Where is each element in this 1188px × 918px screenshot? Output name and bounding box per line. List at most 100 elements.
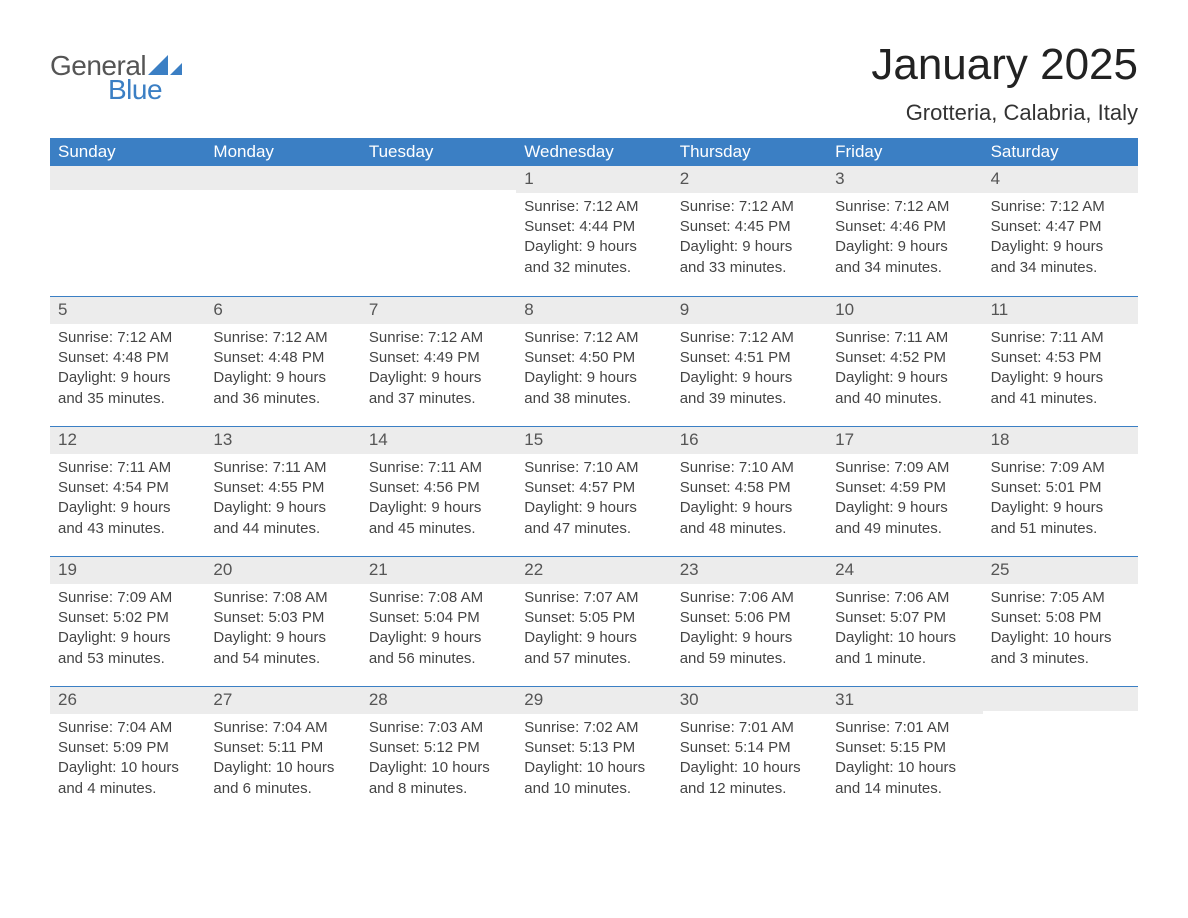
day-cell [205,166,360,296]
day-detail-ss: Sunset: 4:59 PM [835,478,974,498]
day-detail-sr: Sunrise: 7:06 AM [680,588,819,608]
day-detail-ss: Sunset: 4:54 PM [58,478,197,498]
day-detail-d2: and 47 minutes. [524,519,663,539]
day-detail-d1: Daylight: 10 hours [58,758,197,778]
day-cell: 7Sunrise: 7:12 AMSunset: 4:49 PMDaylight… [361,297,516,426]
day-detail-d2: and 14 minutes. [835,779,974,799]
day-detail-sr: Sunrise: 7:09 AM [991,458,1130,478]
day-detail-d2: and 40 minutes. [835,389,974,409]
day-detail-ss: Sunset: 4:51 PM [680,348,819,368]
day-detail-d2: and 3 minutes. [991,649,1130,669]
week-row: 26Sunrise: 7:04 AMSunset: 5:09 PMDayligh… [50,686,1138,816]
day-detail-ss: Sunset: 5:01 PM [991,478,1130,498]
day-detail-d2: and 44 minutes. [213,519,352,539]
day-detail-d2: and 49 minutes. [835,519,974,539]
day-number: 12 [50,427,205,454]
day-detail-ss: Sunset: 5:07 PM [835,608,974,628]
day-detail-d2: and 6 minutes. [213,779,352,799]
day-detail-d2: and 39 minutes. [680,389,819,409]
day-detail-ss: Sunset: 4:45 PM [680,217,819,237]
day-number [983,687,1138,711]
day-cell: 14Sunrise: 7:11 AMSunset: 4:56 PMDayligh… [361,427,516,556]
day-number: 15 [516,427,671,454]
day-cell: 11Sunrise: 7:11 AMSunset: 4:53 PMDayligh… [983,297,1138,426]
day-cell: 31Sunrise: 7:01 AMSunset: 5:15 PMDayligh… [827,687,982,816]
day-detail-d2: and 56 minutes. [369,649,508,669]
day-detail-sr: Sunrise: 7:12 AM [369,328,508,348]
day-cell: 24Sunrise: 7:06 AMSunset: 5:07 PMDayligh… [827,557,982,686]
day-detail-d1: Daylight: 10 hours [835,758,974,778]
day-detail-ss: Sunset: 4:50 PM [524,348,663,368]
dow-cell: Monday [205,138,360,166]
day-of-week-header: SundayMondayTuesdayWednesdayThursdayFrid… [50,138,1138,166]
logo: General Blue [50,40,182,106]
day-detail-d1: Daylight: 10 hours [213,758,352,778]
day-detail-d2: and 54 minutes. [213,649,352,669]
day-detail-sr: Sunrise: 7:04 AM [213,718,352,738]
day-detail-d1: Daylight: 9 hours [213,498,352,518]
day-cell: 23Sunrise: 7:06 AMSunset: 5:06 PMDayligh… [672,557,827,686]
day-detail-sr: Sunrise: 7:09 AM [835,458,974,478]
dow-cell: Tuesday [361,138,516,166]
day-cell: 15Sunrise: 7:10 AMSunset: 4:57 PMDayligh… [516,427,671,556]
day-cell: 19Sunrise: 7:09 AMSunset: 5:02 PMDayligh… [50,557,205,686]
day-detail-d1: Daylight: 10 hours [835,628,974,648]
day-detail-ss: Sunset: 5:08 PM [991,608,1130,628]
day-detail-d2: and 10 minutes. [524,779,663,799]
day-number [361,166,516,190]
day-number: 25 [983,557,1138,584]
day-detail-d1: Daylight: 10 hours [991,628,1130,648]
day-cell: 25Sunrise: 7:05 AMSunset: 5:08 PMDayligh… [983,557,1138,686]
day-number: 26 [50,687,205,714]
day-detail-d2: and 38 minutes. [524,389,663,409]
day-detail-ss: Sunset: 5:11 PM [213,738,352,758]
day-detail-sr: Sunrise: 7:11 AM [58,458,197,478]
day-detail-ss: Sunset: 5:12 PM [369,738,508,758]
day-number: 18 [983,427,1138,454]
day-detail-ss: Sunset: 4:58 PM [680,478,819,498]
day-cell: 2Sunrise: 7:12 AMSunset: 4:45 PMDaylight… [672,166,827,296]
location: Grotteria, Calabria, Italy [871,100,1138,126]
day-cell [50,166,205,296]
day-detail-ss: Sunset: 5:06 PM [680,608,819,628]
calendar: SundayMondayTuesdayWednesdayThursdayFrid… [50,138,1138,816]
day-detail-sr: Sunrise: 7:11 AM [369,458,508,478]
day-detail-d2: and 41 minutes. [991,389,1130,409]
day-detail-d1: Daylight: 9 hours [369,628,508,648]
day-detail-d1: Daylight: 9 hours [991,368,1130,388]
title-block: January 2025 Grotteria, Calabria, Italy [871,40,1138,126]
day-detail-d1: Daylight: 9 hours [991,498,1130,518]
day-number: 17 [827,427,982,454]
day-detail-sr: Sunrise: 7:10 AM [680,458,819,478]
day-cell: 16Sunrise: 7:10 AMSunset: 4:58 PMDayligh… [672,427,827,556]
day-detail-ss: Sunset: 5:09 PM [58,738,197,758]
day-detail-ss: Sunset: 4:56 PM [369,478,508,498]
day-detail-d2: and 35 minutes. [58,389,197,409]
day-detail-d1: Daylight: 10 hours [680,758,819,778]
day-cell: 3Sunrise: 7:12 AMSunset: 4:46 PMDaylight… [827,166,982,296]
day-detail-d2: and 37 minutes. [369,389,508,409]
day-detail-ss: Sunset: 4:49 PM [369,348,508,368]
day-detail-sr: Sunrise: 7:12 AM [680,197,819,217]
day-number: 24 [827,557,982,584]
day-number: 10 [827,297,982,324]
day-detail-ss: Sunset: 4:55 PM [213,478,352,498]
day-cell: 8Sunrise: 7:12 AMSunset: 4:50 PMDaylight… [516,297,671,426]
day-detail-sr: Sunrise: 7:10 AM [524,458,663,478]
day-number [205,166,360,190]
day-cell: 17Sunrise: 7:09 AMSunset: 4:59 PMDayligh… [827,427,982,556]
page-title: January 2025 [871,40,1138,90]
day-detail-d2: and 34 minutes. [835,258,974,278]
day-detail-sr: Sunrise: 7:01 AM [680,718,819,738]
day-number: 27 [205,687,360,714]
day-detail-d1: Daylight: 10 hours [369,758,508,778]
day-cell: 26Sunrise: 7:04 AMSunset: 5:09 PMDayligh… [50,687,205,816]
day-detail-ss: Sunset: 4:53 PM [991,348,1130,368]
day-detail-ss: Sunset: 5:15 PM [835,738,974,758]
day-detail-sr: Sunrise: 7:07 AM [524,588,663,608]
dow-cell: Sunday [50,138,205,166]
dow-cell: Thursday [672,138,827,166]
day-detail-d1: Daylight: 9 hours [213,368,352,388]
day-cell: 30Sunrise: 7:01 AMSunset: 5:14 PMDayligh… [672,687,827,816]
day-detail-d2: and 33 minutes. [680,258,819,278]
